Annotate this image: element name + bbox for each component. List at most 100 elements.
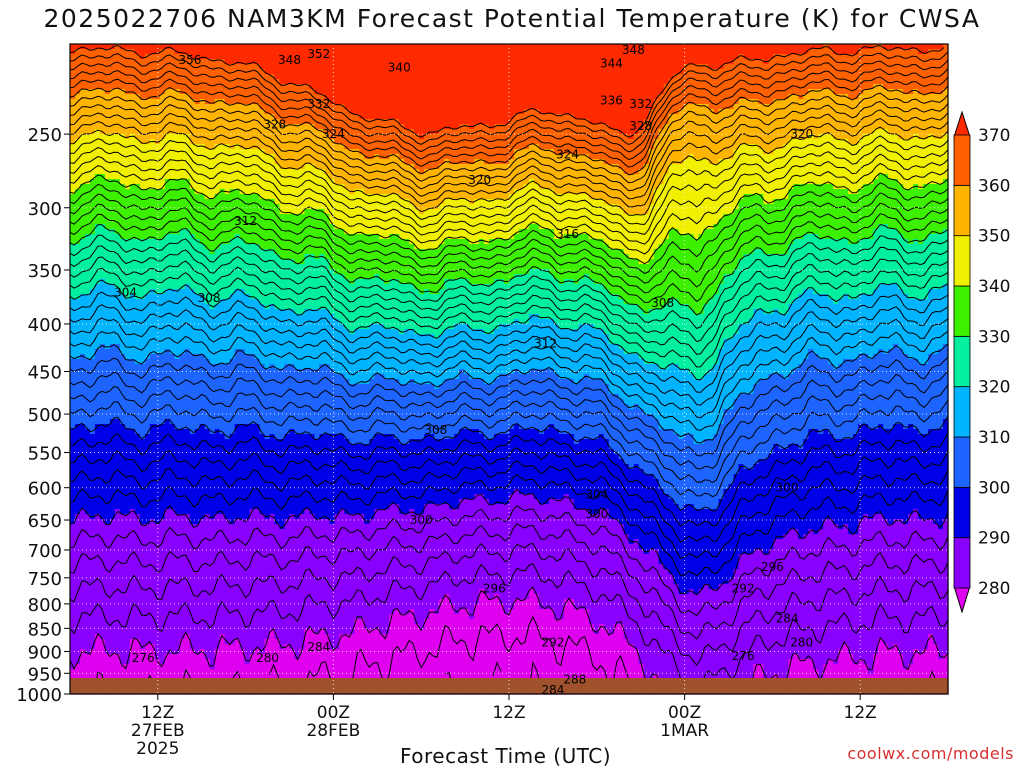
theta-cell (110, 119, 116, 125)
theta-cell (150, 529, 156, 535)
theta-cell (245, 149, 251, 155)
theta-cell (105, 369, 111, 375)
theta-cell (240, 489, 246, 495)
theta-cell (220, 484, 226, 490)
theta-cell (85, 149, 91, 155)
theta-cell (255, 669, 261, 675)
theta-cell (205, 554, 211, 560)
theta-cell (155, 609, 161, 615)
theta-cell (185, 289, 191, 295)
theta-cell (165, 534, 171, 540)
theta-cell (230, 234, 236, 240)
theta-cell (140, 289, 146, 295)
theta-cell (70, 644, 76, 650)
theta-cell (250, 569, 256, 575)
theta-cell (255, 104, 261, 110)
theta-cell (75, 464, 81, 470)
theta-cell (85, 644, 91, 650)
theta-cell (135, 619, 141, 625)
theta-cell (195, 384, 201, 390)
theta-cell (115, 454, 121, 460)
theta-cell (145, 624, 151, 630)
theta-cell (225, 379, 231, 385)
theta-cell (230, 184, 236, 190)
theta-cell (155, 309, 161, 315)
theta-cell (175, 244, 181, 250)
theta-cell (230, 494, 236, 500)
theta-cell (210, 169, 216, 175)
theta-cell (175, 309, 181, 315)
theta-cell (145, 489, 151, 495)
theta-cell (255, 619, 261, 625)
theta-cell (195, 244, 201, 250)
theta-cell (125, 539, 131, 545)
theta-cell (175, 559, 181, 565)
theta-cell (130, 119, 136, 125)
theta-cell (205, 669, 211, 675)
theta-cell (85, 629, 91, 635)
theta-cell (130, 229, 136, 235)
theta-cell (80, 349, 86, 355)
theta-cell (70, 604, 76, 610)
theta-cell (170, 444, 176, 450)
theta-cell (115, 279, 121, 285)
theta-cell (180, 289, 186, 295)
theta-cell (165, 49, 171, 55)
theta-cell (145, 439, 151, 445)
theta-cell (100, 384, 106, 390)
theta-cell (205, 519, 211, 525)
theta-cell (245, 384, 251, 390)
theta-cell (225, 174, 231, 180)
theta-cell (220, 99, 226, 105)
theta-cell (140, 384, 146, 390)
theta-cell (250, 344, 256, 350)
theta-cell (255, 429, 261, 435)
theta-cell (165, 414, 171, 420)
theta-cell (80, 664, 86, 670)
theta-cell (165, 184, 171, 190)
theta-cell (140, 424, 146, 430)
theta-cell (90, 524, 96, 530)
theta-cell (95, 564, 101, 570)
theta-cell (230, 544, 236, 550)
theta-cell (115, 214, 121, 220)
theta-cell (120, 444, 126, 450)
theta-cell (75, 279, 81, 285)
theta-cell (225, 489, 231, 495)
theta-cell (205, 584, 211, 590)
theta-cell (125, 549, 131, 555)
theta-cell (140, 109, 146, 115)
theta-cell (110, 304, 116, 310)
theta-cell (140, 144, 146, 150)
theta-cell (70, 584, 76, 590)
theta-cell (190, 594, 196, 600)
theta-cell (120, 499, 126, 505)
theta-cell (100, 664, 106, 670)
theta-cell (220, 329, 226, 335)
theta-cell (225, 409, 231, 415)
theta-cell (95, 484, 101, 490)
theta-cell (250, 54, 256, 60)
theta-cell (115, 494, 121, 500)
theta-cell (255, 499, 261, 505)
theta-cell (200, 414, 206, 420)
theta-cell (150, 209, 156, 215)
theta-cell (175, 174, 181, 180)
theta-cell (230, 664, 236, 670)
theta-cell (85, 434, 91, 440)
theta-cell (85, 194, 91, 200)
theta-cell (235, 384, 241, 390)
theta-cell (100, 484, 106, 490)
theta-cell (165, 669, 171, 675)
theta-cell (135, 589, 141, 595)
theta-cell (135, 314, 141, 320)
theta-cell (90, 389, 96, 395)
theta-cell (170, 209, 176, 215)
theta-cell (190, 554, 196, 560)
theta-cell (205, 604, 211, 610)
theta-cell (250, 49, 256, 55)
theta-cell (185, 469, 191, 475)
theta-cell (80, 109, 86, 115)
theta-cell (205, 599, 211, 605)
